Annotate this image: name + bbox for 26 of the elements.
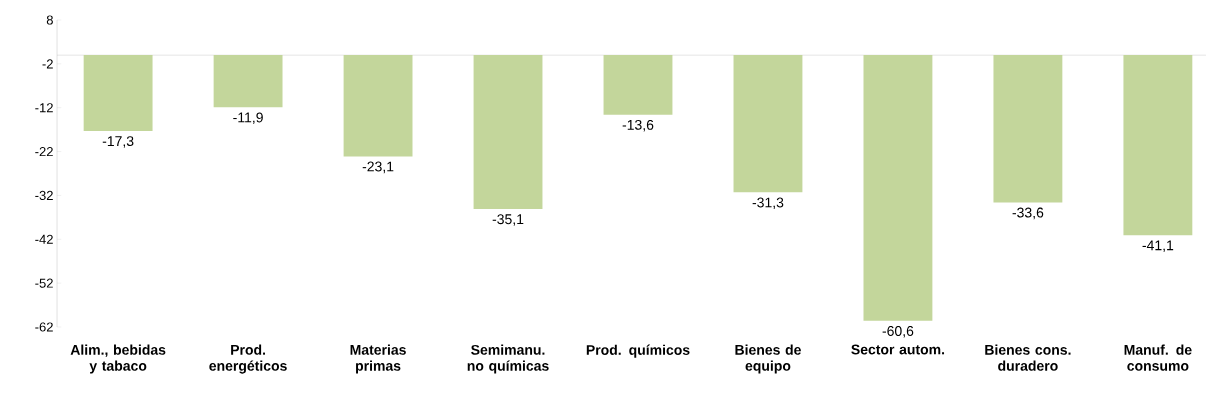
- y-tick-label: -2: [42, 59, 53, 69]
- x-tick-label: Bienes cons. duradero: [985, 344, 1071, 371]
- x-tick-label: Prod. energéticos: [209, 344, 287, 374]
- y-tick-label: -32: [35, 190, 53, 201]
- data-label: -60,6: [882, 326, 914, 338]
- x-tick-label: Sector autom.: [851, 344, 945, 355]
- data-label: -35,1: [492, 214, 524, 226]
- y-tick-label: -52: [35, 278, 53, 288]
- y-tick-label: -62: [35, 322, 53, 332]
- data-label: -33,6: [1012, 207, 1044, 220]
- data-label: -23,1: [362, 161, 394, 174]
- y-tick-label: -12: [35, 103, 53, 113]
- x-tick-label: Prod. químicos: [586, 344, 690, 358]
- x-tick-label: Manuf. de consumo: [1124, 344, 1192, 371]
- x-tick-label: Alim., bebidas y tabaco: [70, 344, 166, 374]
- y-tick-label: 8: [46, 15, 53, 25]
- data-label: -17,3: [102, 136, 134, 148]
- data-label: -41,1: [1142, 240, 1174, 252]
- y-tick-label: -22: [35, 147, 53, 157]
- y-tick-label: -42: [35, 234, 53, 244]
- data-label: -13,6: [622, 119, 654, 132]
- x-tick-label: Materias primas: [350, 344, 406, 374]
- x-tick-label: Semimanu. no químicas: [467, 344, 549, 374]
- data-label: -11,9: [233, 112, 263, 125]
- x-tick-label: Bienes de equipo: [735, 344, 801, 374]
- data-label: -31,3: [752, 197, 784, 210]
